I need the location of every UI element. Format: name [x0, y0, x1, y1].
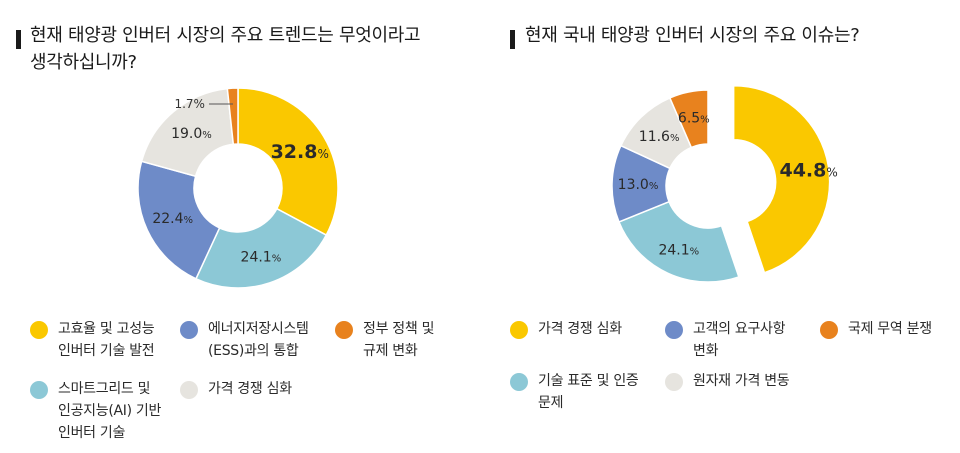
pie-slice — [140, 87, 235, 178]
legend-swatch — [820, 321, 838, 339]
pie-slice — [226, 87, 239, 146]
legend-swatch — [180, 381, 198, 399]
pie-slice — [137, 160, 221, 280]
legend-item: 국제 무역 분쟁 — [820, 318, 950, 340]
chart-title: 현재 태양광 인버터 시장의 주요 트렌드는 무엇이라고 생각하십니까? — [30, 25, 421, 73]
data-label: 22.4% — [152, 211, 193, 227]
legend-label: 가격 경쟁 심화 — [208, 381, 292, 397]
legend-item: 고효율 및 고성능 인버터 기술 발전 — [30, 318, 170, 362]
pie-slice — [237, 87, 339, 237]
data-label: 1.7% — [174, 97, 205, 111]
legend-swatch — [30, 321, 48, 339]
legend-label: 가격 경쟁 심화 — [538, 321, 622, 337]
data-label: 19.0% — [171, 126, 212, 142]
data-label: 11.6% — [639, 129, 680, 145]
data-label: 13.0% — [618, 177, 659, 193]
chart-title: 현재 국내 태양광 인버터 시장의 주요 이슈는? — [525, 25, 860, 46]
legend-label: 국제 무역 분쟁 — [848, 321, 932, 337]
legend-swatch — [510, 373, 528, 391]
data-label: 24.1% — [241, 249, 282, 265]
legend-label: 원자재 가격 변동 — [693, 373, 790, 389]
legend-label: 고효율 및 고성능 인버터 기술 발전 — [58, 321, 155, 359]
legend-item: 가격 경쟁 심화 — [510, 318, 660, 340]
legend-swatch — [30, 381, 48, 399]
legend-item: 고객의 요구사항 변화 — [665, 318, 815, 362]
legend-item: 가격 경쟁 심화 — [180, 378, 330, 400]
donut-chart: 44.8% 24.1% 13.0% 11.6% 6.5% — [611, 85, 838, 283]
legend-swatch — [335, 321, 353, 339]
legend-label: 에너지저장시스템 (ESS)과의 통합 — [208, 321, 309, 359]
legend-swatch — [665, 373, 683, 391]
legend-label: 정부 정책 및 규제 변화 — [363, 321, 435, 359]
legend-item: 기술 표준 및 인증 문제 — [510, 370, 660, 414]
data-label: 44.8% — [779, 159, 837, 181]
title-marker — [16, 30, 21, 49]
data-label: 24.1% — [658, 243, 699, 259]
pie-slice — [668, 89, 709, 149]
legend-swatch — [180, 321, 198, 339]
legend-item: 원자재 가격 변동 — [665, 370, 815, 392]
pie-slice — [194, 207, 328, 289]
data-label: 6.5% — [678, 110, 710, 126]
data-label: 32.8% — [271, 141, 329, 163]
legend-swatch — [665, 321, 683, 339]
legend-item: 스마트그리드 및 인공지능(AI) 기반 인버터 기술 — [30, 378, 170, 444]
legend-item: 에너지저장시스템 (ESS)과의 통합 — [180, 318, 330, 362]
legend-swatch — [510, 321, 528, 339]
legend-label: 고객의 요구사항 변화 — [693, 321, 786, 359]
title-marker — [510, 30, 515, 49]
chart-panel-domestic-issues: 현재 국내 태양광 인버터 시장의 주요 이슈는? 44.8% 24.1% 13.0… — [480, 0, 960, 453]
donut-chart: 32.8% 24.1% 22.4% 19.0% 1.7% — [137, 87, 339, 289]
legend-label: 기술 표준 및 인증 문제 — [538, 373, 639, 411]
legend-label: 스마트그리드 및 인공지능(AI) 기반 인버터 기술 — [58, 381, 162, 441]
pie-slice — [732, 85, 831, 274]
legend-item: 정부 정책 및 규제 변화 — [335, 318, 465, 362]
chart-panel-market-trends: 현재 태양광 인버터 시장의 주요 트렌드는 무엇이라고 생각하십니까? 32.… — [16, 25, 465, 444]
pie-slice — [617, 200, 740, 283]
